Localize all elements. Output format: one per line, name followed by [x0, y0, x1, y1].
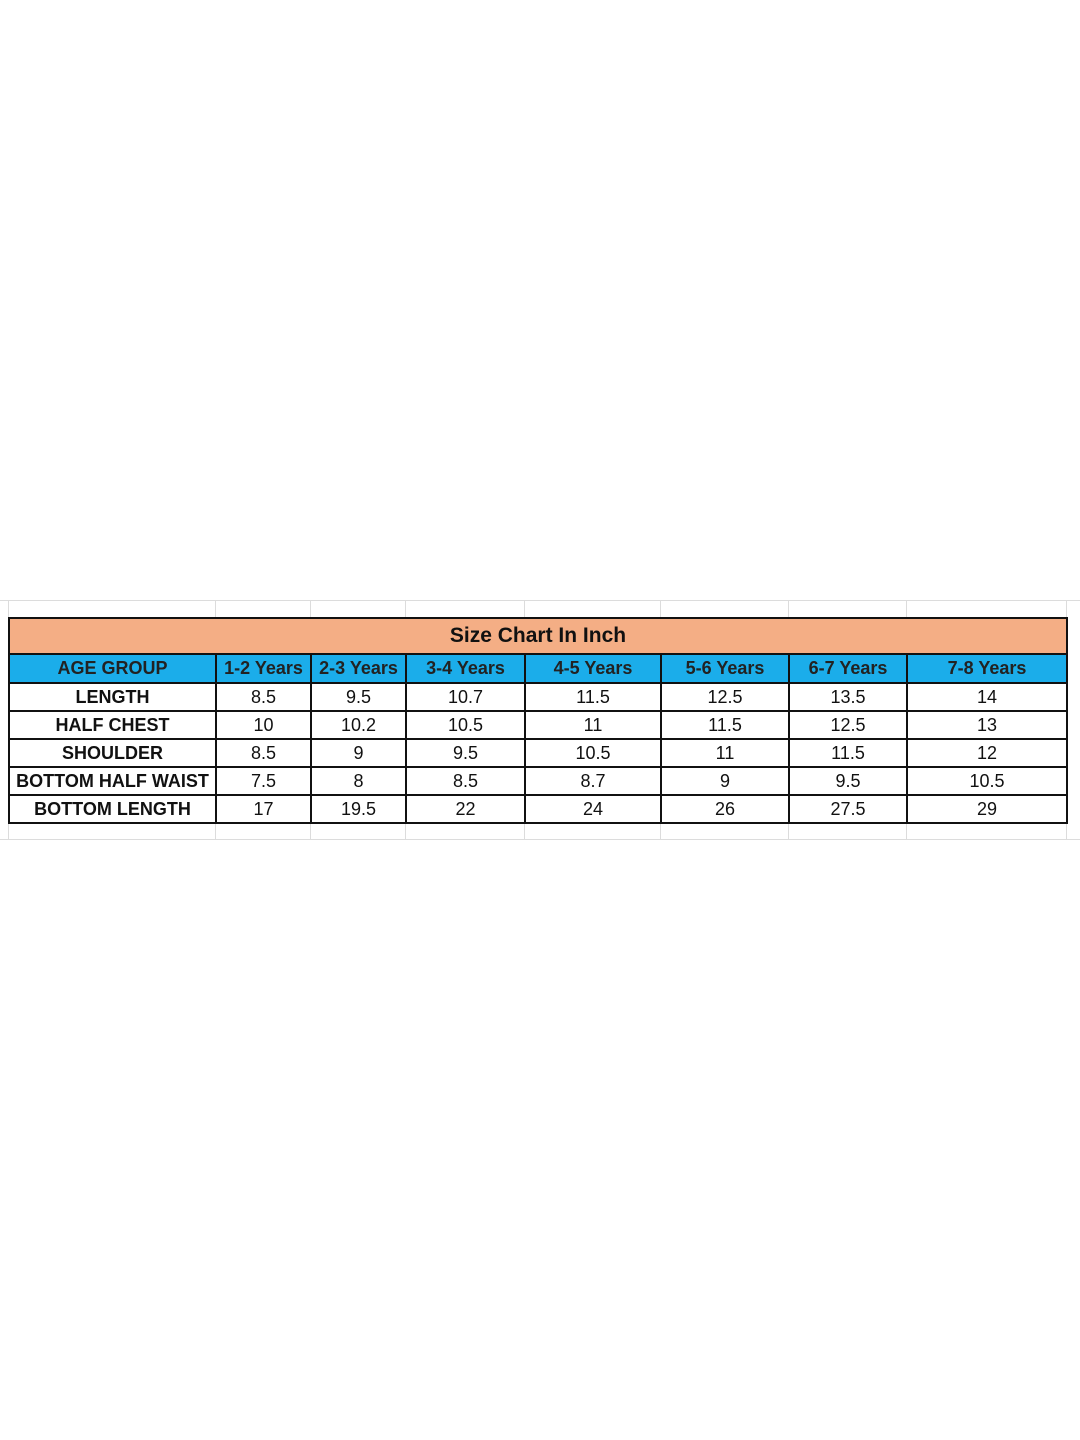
header-row: AGE GROUP 1-2 Years 2-3 Years 3-4 Years 4-5 …: [8, 653, 1068, 684]
table-cell: 8.5: [215, 738, 312, 768]
table-cell: 9.5: [405, 738, 526, 768]
table-row: BOTTOM HALF WAIST 7.5 8 8.5 8.7 9 9.5 10.5: [8, 766, 1068, 796]
table-row: HALF CHEST 10 10.2 10.5 11 11.5 12.5 13: [8, 710, 1068, 740]
table-cell: 12.5: [660, 682, 790, 712]
table-cell: 12: [906, 738, 1068, 768]
row-label: SHOULDER: [8, 738, 217, 768]
header-age-column: 4-5 Years: [524, 653, 662, 684]
table-cell: 13: [906, 710, 1068, 740]
table-cell: 8.7: [524, 766, 662, 796]
row-label: HALF CHEST: [8, 710, 217, 740]
table-cell: 10.7: [405, 682, 526, 712]
table-cell: 10.5: [405, 710, 526, 740]
table-cell: 8.5: [215, 682, 312, 712]
table-cell: 10: [215, 710, 312, 740]
table-cell: 17: [215, 794, 312, 824]
table-cell: 11.5: [660, 710, 790, 740]
table-cell: 11.5: [788, 738, 908, 768]
table-cell: 22: [405, 794, 526, 824]
table-cell: 10.5: [524, 738, 662, 768]
header-age-column: 7-8 Years: [906, 653, 1068, 684]
row-label: BOTTOM LENGTH: [8, 794, 217, 824]
table-cell: 19.5: [310, 794, 407, 824]
table-cell: 24: [524, 794, 662, 824]
header-age-column: 6-7 Years: [788, 653, 908, 684]
table-cell: 9.5: [788, 766, 908, 796]
table-cell: 9.5: [310, 682, 407, 712]
header-age-group: AGE GROUP: [8, 653, 217, 684]
size-chart-table: Size Chart In Inch AGE GROUP 1-2 Years 2-3…: [8, 617, 1068, 824]
table-cell: 11.5: [524, 682, 662, 712]
table-cell: 13.5: [788, 682, 908, 712]
table-cell: 7.5: [215, 766, 312, 796]
table-cell: 10.2: [310, 710, 407, 740]
table-cell: 11: [524, 710, 662, 740]
table-cell: 8: [310, 766, 407, 796]
table-row: SHOULDER 8.5 9 9.5 10.5 11 11.5 12: [8, 738, 1068, 768]
table-cell: 14: [906, 682, 1068, 712]
header-age-column: 2-3 Years: [310, 653, 407, 684]
header-age-column: 3-4 Years: [405, 653, 526, 684]
table-cell: 10.5: [906, 766, 1068, 796]
table-cell: 29: [906, 794, 1068, 824]
table-cell: 9: [310, 738, 407, 768]
header-age-column: 1-2 Years: [215, 653, 312, 684]
table-cell: 26: [660, 794, 790, 824]
row-label: BOTTOM HALF WAIST: [8, 766, 217, 796]
row-label: LENGTH: [8, 682, 217, 712]
header-age-column: 5-6 Years: [660, 653, 790, 684]
table-cell: 11: [660, 738, 790, 768]
table-cell: 27.5: [788, 794, 908, 824]
table-cell: 9: [660, 766, 790, 796]
table-row: LENGTH 8.5 9.5 10.7 11.5 12.5 13.5 14: [8, 682, 1068, 712]
table-cell: 12.5: [788, 710, 908, 740]
table-title: Size Chart In Inch: [8, 617, 1068, 655]
table-row: BOTTOM LENGTH 17 19.5 22 24 26 27.5 29: [8, 794, 1068, 824]
table-cell: 8.5: [405, 766, 526, 796]
